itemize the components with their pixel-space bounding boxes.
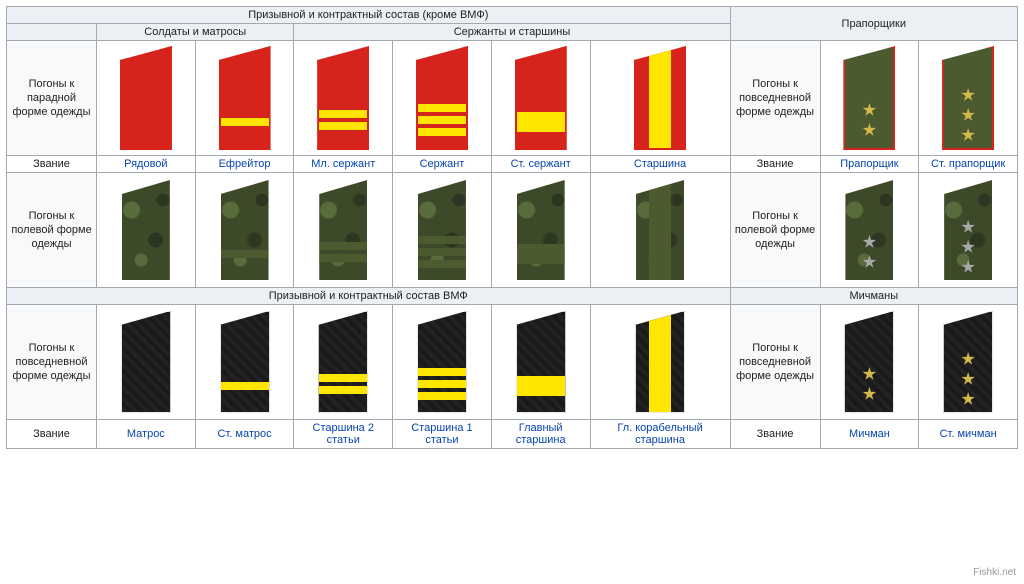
row-navy: Погоны к повседневной форме одежды Погон… bbox=[7, 305, 1018, 420]
ins-parade-3 bbox=[393, 41, 492, 156]
header-warrants: Прапорщики bbox=[730, 7, 1017, 41]
watermark: Fishki.net bbox=[973, 567, 1016, 578]
rank-link-w0[interactable]: Прапорщик bbox=[840, 158, 898, 170]
row-parade: Погоны к парадной форме одежды Погоны к … bbox=[7, 41, 1018, 156]
header-soldiers: Солдаты и матросы bbox=[97, 24, 294, 41]
row-rank-labels: Звание Рядовой Ефрейтор Мл. сержант Серж… bbox=[7, 156, 1018, 173]
ins-warrant-1 bbox=[919, 41, 1018, 156]
rank-link-1[interactable]: Ефрейтор bbox=[219, 158, 271, 170]
rowlabel-everyday-w: Погоны к повседневной форме одежды bbox=[730, 41, 820, 156]
ins-parade-2 bbox=[294, 41, 393, 156]
ins-field-4 bbox=[491, 173, 590, 288]
ins-michman-0 bbox=[820, 305, 919, 420]
rank-link-2[interactable]: Мл. сержант bbox=[311, 158, 375, 170]
ins-navy-5 bbox=[590, 305, 730, 420]
ins-field-0 bbox=[97, 173, 196, 288]
ins-wfield-1 bbox=[919, 173, 1018, 288]
ins-field-5 bbox=[590, 173, 730, 288]
michman-link-1[interactable]: Ст. мичман bbox=[940, 428, 997, 440]
rowlabel-michman: Погоны к повседневной форме одежды bbox=[730, 305, 820, 420]
navy-link-3[interactable]: Старшина 1 статьи bbox=[411, 422, 472, 446]
rowlabel-navy: Погоны к повседневной форме одежды bbox=[7, 305, 97, 420]
rank-link-4[interactable]: Ст. сержант bbox=[511, 158, 571, 170]
michman-link-0[interactable]: Мичман bbox=[849, 428, 890, 440]
ins-navy-1 bbox=[195, 305, 294, 420]
navy-link-0[interactable]: Матрос bbox=[127, 428, 165, 440]
header-empty bbox=[7, 24, 97, 41]
ins-field-1 bbox=[195, 173, 294, 288]
ins-parade-5 bbox=[590, 41, 730, 156]
rowlabel-parade: Погоны к парадной форме одежды bbox=[7, 41, 97, 156]
navy-link-5[interactable]: Гл. корабельный старшина bbox=[617, 422, 702, 446]
navy-link-2[interactable]: Старшина 2 статьи bbox=[313, 422, 374, 446]
rank-label-head-w: Звание bbox=[730, 156, 820, 173]
ins-navy-2 bbox=[294, 305, 393, 420]
rank-label-navy-head: Звание bbox=[7, 420, 97, 449]
header-main: Призывной и контрактный состав (кроме ВМ… bbox=[7, 7, 731, 24]
rank-label-head: Звание bbox=[7, 156, 97, 173]
navy-link-4[interactable]: Главный старшина bbox=[516, 422, 566, 446]
header-navy: Призывной и контрактный состав ВМФ bbox=[7, 288, 731, 305]
header-michman: Мичманы bbox=[730, 288, 1017, 305]
rank-chart: Призывной и контрактный состав (кроме ВМ… bbox=[0, 0, 1024, 455]
rank-link-0[interactable]: Рядовой bbox=[124, 158, 167, 170]
ins-field-2 bbox=[294, 173, 393, 288]
ins-parade-4 bbox=[491, 41, 590, 156]
ins-parade-0 bbox=[97, 41, 196, 156]
ins-wfield-0 bbox=[820, 173, 919, 288]
navy-link-1[interactable]: Ст. матрос bbox=[218, 428, 272, 440]
rank-link-w1[interactable]: Ст. прапорщик bbox=[931, 158, 1005, 170]
rank-table: Призывной и контрактный состав (кроме ВМ… bbox=[6, 6, 1018, 449]
rowlabel-field: Погоны к полевой форме одежды bbox=[7, 173, 97, 288]
ins-field-3 bbox=[393, 173, 492, 288]
ins-navy-4 bbox=[491, 305, 590, 420]
rank-link-5[interactable]: Старшина bbox=[634, 158, 686, 170]
ins-michman-1 bbox=[919, 305, 1018, 420]
header-sergeants: Сержанты и старшины bbox=[294, 24, 730, 41]
ins-navy-0 bbox=[97, 305, 196, 420]
rowlabel-field-w: Погоны к полевой форме одежды bbox=[730, 173, 820, 288]
ins-navy-3 bbox=[393, 305, 492, 420]
rank-label-michman-head: Звание bbox=[730, 420, 820, 449]
ins-warrant-0 bbox=[820, 41, 919, 156]
row-navy-labels: Звание Матрос Ст. матрос Старшина 2 стат… bbox=[7, 420, 1018, 449]
rank-link-3[interactable]: Сержант bbox=[420, 158, 465, 170]
row-field: Погоны к полевой форме одежды Погоны к п… bbox=[7, 173, 1018, 288]
ins-parade-1 bbox=[195, 41, 294, 156]
